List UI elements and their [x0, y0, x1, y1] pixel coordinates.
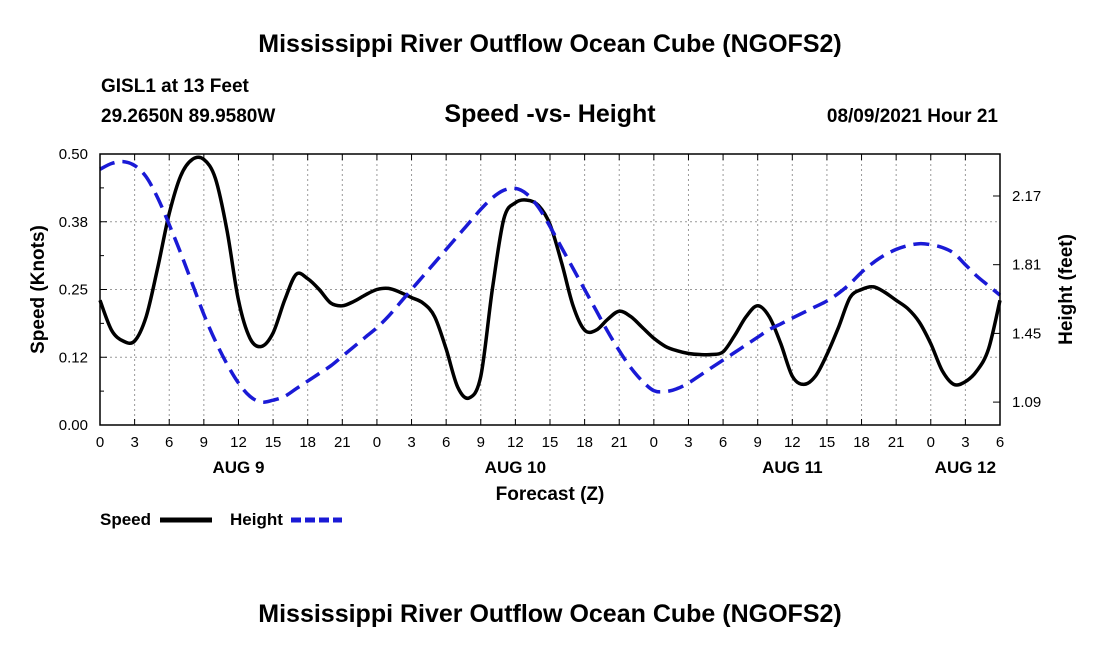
day-label: AUG 11: [762, 458, 822, 477]
x-tick-label: 12: [784, 434, 801, 451]
x-tick-label: 18: [299, 434, 316, 451]
axis-ticks: 0 3 6 9 12 15 18 21 0 3 6 9 12 15 18 21 0 3 6 9 12 15 18 21 0 3 6A…: [59, 146, 1041, 477]
y-axis-label-speed: Speed (Knots): [28, 225, 49, 354]
x-tick-label: 3: [130, 434, 138, 451]
y-tick-label: 0.25: [59, 282, 88, 299]
y-tick-label: 0.50: [59, 146, 88, 163]
x-tick-label: 21: [611, 434, 628, 451]
x-tick-label: 18: [576, 434, 593, 451]
x-axis-label: Forecast (Z): [496, 484, 605, 505]
x-tick-label: 9: [200, 434, 208, 451]
x-tick-label: 12: [230, 434, 247, 451]
x-tick-label: 15: [265, 434, 282, 451]
y-tick-label: 0.00: [59, 417, 88, 434]
station-coordinates: 29.2650N 89.9580W: [101, 106, 276, 127]
x-tick-label: 0: [373, 434, 381, 451]
y2-tick-label: 1.45: [1012, 325, 1041, 342]
day-label: AUG 12: [935, 458, 996, 477]
x-tick-label: 21: [334, 434, 351, 451]
y-tick-label: 0.12: [59, 349, 88, 366]
series-lines: [98, 155, 1002, 404]
x-tick-label: 9: [754, 434, 762, 451]
x-tick-label: 6: [165, 434, 173, 451]
series-line-height: [99, 159, 1002, 404]
x-tick-label: 15: [819, 434, 836, 451]
forecast-timestamp: 08/09/2021 Hour 21: [826, 106, 998, 127]
x-tick-label: 6: [996, 434, 1004, 451]
x-tick-label: 0: [927, 434, 935, 451]
chart-subtitle: Speed -vs- Height: [444, 100, 656, 128]
y-tick-label: 0.38: [59, 214, 88, 231]
y-axis-label-height: Height (feet): [1056, 234, 1077, 345]
y2-tick-label: 1.09: [1012, 394, 1041, 411]
y2-tick-label: 1.81: [1012, 257, 1041, 274]
legend: Speed Height: [100, 510, 342, 529]
x-tick-label: 6: [442, 434, 450, 451]
x-tick-label: 0: [96, 434, 104, 451]
chart-title-top: Mississippi River Outflow Ocean Cube (NG…: [258, 30, 842, 58]
x-tick-label: 15: [542, 434, 559, 451]
x-tick-label: 3: [407, 434, 415, 451]
series-line-speed: [98, 155, 1002, 401]
legend-speed-label: Speed: [100, 510, 151, 529]
x-tick-label: 0: [650, 434, 658, 451]
x-tick-label: 3: [684, 434, 692, 451]
x-tick-label: 3: [961, 434, 969, 451]
x-tick-label: 6: [719, 434, 727, 451]
chart-title-bottom: Mississippi River Outflow Ocean Cube (NG…: [258, 600, 842, 628]
legend-height-label: Height: [230, 510, 283, 529]
day-label: AUG 10: [485, 458, 546, 477]
x-tick-label: 12: [507, 434, 524, 451]
x-tick-label: 18: [853, 434, 870, 451]
x-tick-label: 9: [477, 434, 485, 451]
y2-tick-label: 2.17: [1012, 188, 1041, 205]
station-label: GISL1 at 13 Feet: [101, 76, 249, 97]
day-label: AUG 9: [212, 458, 264, 477]
x-tick-label: 21: [888, 434, 905, 451]
